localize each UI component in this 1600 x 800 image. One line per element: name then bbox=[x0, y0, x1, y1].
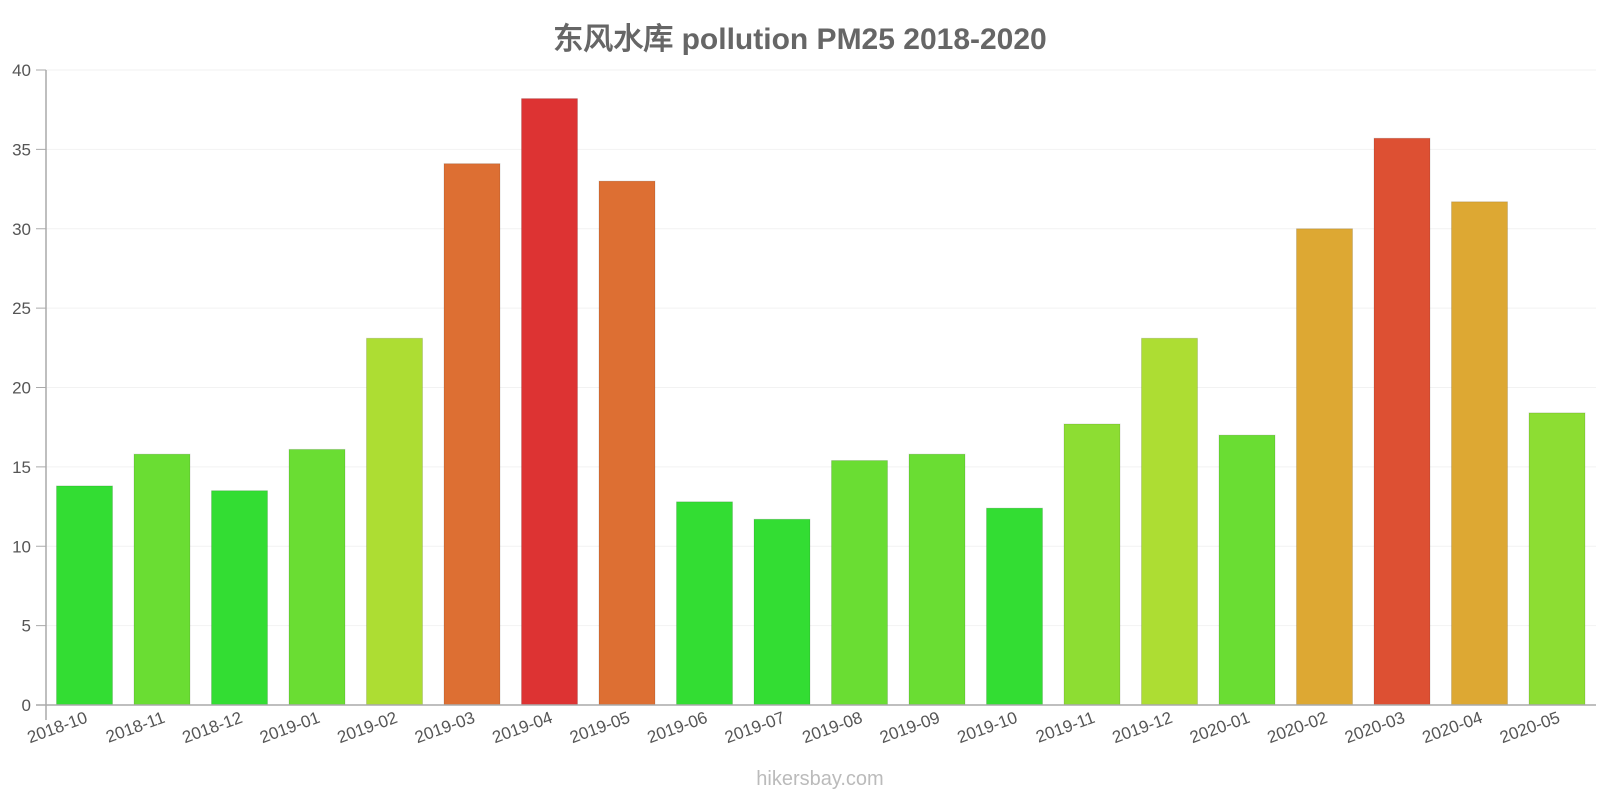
y-tick-label: 5 bbox=[22, 617, 31, 636]
x-tick-label: 2019-08 bbox=[800, 708, 865, 747]
x-tick-label: 2019-07 bbox=[722, 708, 787, 747]
x-tick-label: 2020-05 bbox=[1497, 708, 1562, 747]
bar-2019-04[interactable]: 2019-04: 38.2 bbox=[521, 98, 578, 706]
bars: 2018-10: 13.8 2018-11: 15.8 2018-12: 13.5 2… bbox=[56, 98, 1586, 706]
bar-2020-03[interactable]: 2020-03: 35.7 bbox=[1373, 137, 1431, 706]
bar-2020-01[interactable]: 2020-01: 17 bbox=[1218, 434, 1276, 706]
bar-2019-03[interactable]: 2019-03: 34.1 bbox=[443, 163, 501, 706]
bar-2020-02[interactable]: 2020-02: 30 bbox=[1296, 228, 1353, 706]
bar-2018-11[interactable]: 2018-11: 15.8 bbox=[133, 453, 191, 706]
x-tick-label: 2019-01 bbox=[257, 708, 322, 747]
y-tick-label: 40 bbox=[12, 61, 31, 80]
x-tick-label: 2019-10 bbox=[955, 708, 1020, 747]
chart-title: 东风水库 pollution PM25 2018-2020 bbox=[553, 23, 1047, 56]
x-tick-label: 2020-04 bbox=[1420, 708, 1485, 747]
x-tick-label: 2019-06 bbox=[645, 708, 710, 747]
y-axis-ticks: 0 5 10 15 20 25 30 35 40 bbox=[12, 61, 46, 715]
x-tick-label: 2019-12 bbox=[1110, 708, 1175, 747]
x-tick-label: 2019-05 bbox=[567, 708, 632, 747]
x-tick-label: 2019-09 bbox=[877, 708, 942, 747]
x-tick-label: 2019-02 bbox=[335, 708, 400, 747]
x-tick-label: 2019-11 bbox=[1033, 708, 1097, 747]
y-tick-label: 10 bbox=[12, 537, 31, 556]
x-tick-label: 2018-11 bbox=[103, 708, 167, 747]
bar-2020-04[interactable]: 2020-04: 31.7 bbox=[1451, 201, 1508, 706]
x-tick-label: 2020-01 bbox=[1187, 708, 1252, 747]
y-tick-label: 20 bbox=[12, 379, 31, 398]
y-tick-label: 25 bbox=[12, 299, 31, 318]
x-tick-label: 2018-12 bbox=[180, 708, 245, 747]
x-tick-label: 2020-02 bbox=[1265, 708, 1330, 747]
bar-2019-02[interactable]: 2019-02: 23.1 bbox=[366, 337, 423, 706]
bar-2019-01[interactable]: 2019-01: 16.1 bbox=[288, 448, 346, 706]
bar-2019-07[interactable]: 2019-07: 11.7 bbox=[753, 518, 811, 706]
y-tick-label: 0 bbox=[22, 696, 31, 715]
bar-2018-12[interactable]: 2018-12: 13.5 bbox=[211, 490, 268, 706]
bar-2019-09[interactable]: 2019-09: 15.8 bbox=[908, 453, 966, 706]
y-tick-label: 30 bbox=[12, 220, 31, 239]
bar-2019-10[interactable]: 2019-10: 12.4 bbox=[986, 507, 1043, 706]
bar-2019-08[interactable]: 2019-08: 15.4 bbox=[831, 460, 888, 706]
x-tick-label: 2019-03 bbox=[412, 708, 477, 747]
bar-2019-12[interactable]: 2019-12: 23.1 bbox=[1141, 337, 1198, 706]
bar-2019-05[interactable]: 2019-05: 33 bbox=[598, 180, 656, 706]
y-tick-label: 35 bbox=[12, 140, 31, 159]
x-axis-labels: 2018-10 2018-11 2018-12 2019-01 2019-02 2019-… bbox=[25, 708, 1563, 747]
bar-2019-11[interactable]: 2019-11: 17.7 bbox=[1063, 423, 1121, 706]
x-tick-label: 2019-04 bbox=[490, 708, 555, 747]
source-watermark: hikersbay.com bbox=[756, 768, 884, 790]
x-tick-label: 2020-03 bbox=[1342, 708, 1407, 747]
y-tick-label: 15 bbox=[12, 458, 31, 477]
bar-2020-05[interactable]: 2020-05: 18.4 bbox=[1528, 412, 1586, 706]
x-tick-label: 2018-10 bbox=[25, 708, 90, 747]
bar-2019-06[interactable]: 2019-06: 12.8 bbox=[676, 501, 733, 706]
bar-2018-10[interactable]: 2018-10: 13.8 bbox=[56, 485, 113, 706]
gridlines bbox=[46, 69, 1596, 627]
